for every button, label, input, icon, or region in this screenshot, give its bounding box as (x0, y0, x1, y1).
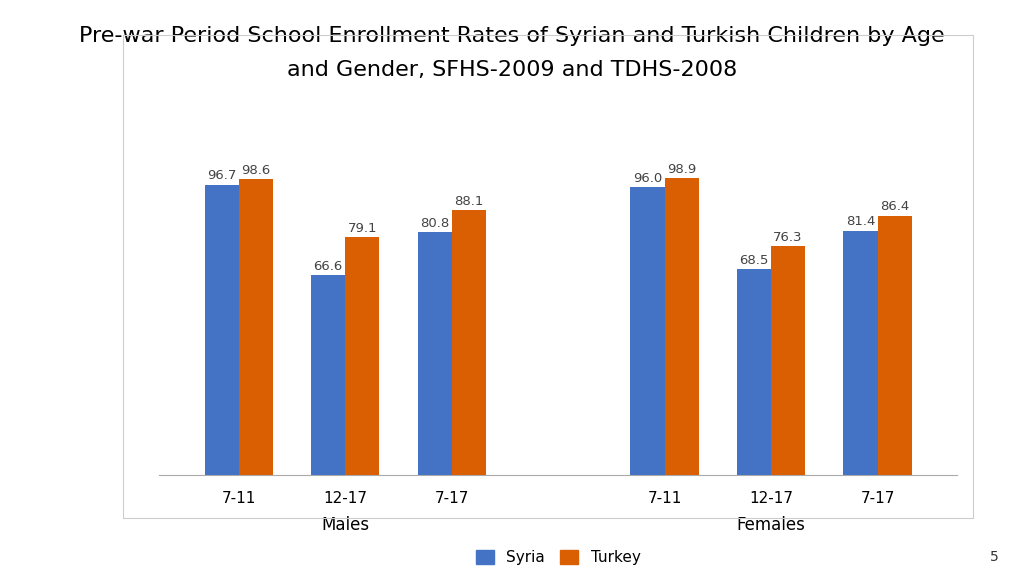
Bar (239, 179, 272, 475)
Text: 96.7: 96.7 (207, 169, 237, 183)
Text: 68.5: 68.5 (739, 254, 769, 267)
Text: Females: Females (736, 516, 806, 534)
Text: and Gender, SFHS-2009 and TDHS-2008: and Gender, SFHS-2009 and TDHS-2008 (287, 60, 737, 81)
Text: 5: 5 (989, 551, 998, 564)
Bar (205, 184, 239, 475)
Text: 79.1: 79.1 (347, 222, 377, 236)
Text: 81.4: 81.4 (846, 215, 876, 229)
Text: Males: Males (322, 516, 369, 534)
Bar (665, 178, 698, 475)
Text: 98.9: 98.9 (667, 163, 696, 176)
Text: 66.6: 66.6 (313, 260, 343, 273)
Text: 86.4: 86.4 (880, 200, 909, 214)
Bar (844, 230, 878, 475)
Bar (452, 210, 485, 475)
Bar (878, 215, 911, 475)
Text: Pre-war Period School Enrollment Rates of Syrian and Turkish Children by Age: Pre-war Period School Enrollment Rates o… (79, 26, 945, 46)
Bar (737, 270, 771, 475)
Bar (418, 232, 452, 475)
Bar (631, 187, 665, 475)
Bar (345, 237, 379, 475)
Bar (771, 246, 805, 475)
Text: 80.8: 80.8 (420, 217, 450, 230)
Text: 76.3: 76.3 (773, 231, 803, 244)
Legend: Syria, Turkey: Syria, Turkey (469, 544, 647, 571)
Text: 96.0: 96.0 (633, 172, 663, 184)
Text: 88.1: 88.1 (454, 195, 483, 209)
Bar (311, 275, 345, 475)
Text: 98.6: 98.6 (241, 164, 270, 177)
